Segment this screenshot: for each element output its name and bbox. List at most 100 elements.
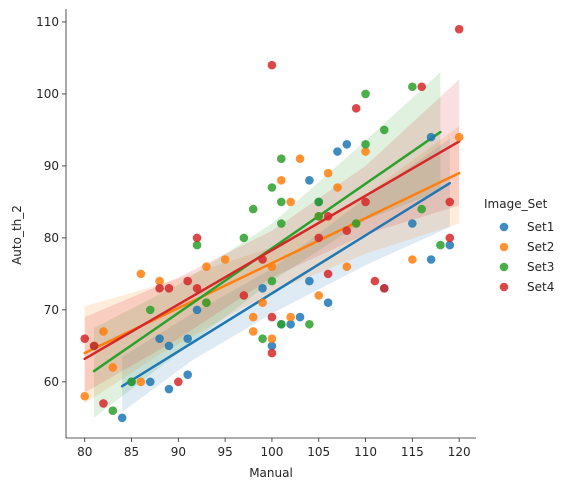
set3-data-point	[305, 319, 314, 329]
set1-confidence-band	[122, 138, 450, 413]
set4-data-point	[89, 341, 99, 351]
set1-data-point	[323, 298, 333, 307]
x-tick-label: 120	[448, 445, 471, 459]
y-tick-label: 90	[44, 159, 59, 173]
set2-data-point	[136, 269, 146, 279]
set1-data-point	[183, 370, 192, 379]
set4-data-point	[267, 60, 277, 70]
x-tick-label: 110	[354, 445, 377, 459]
y-tick-label: 110	[36, 15, 59, 29]
set1-data-point	[117, 413, 127, 423]
y-tick-label: 80	[44, 231, 59, 245]
set2-data-point	[248, 312, 258, 322]
set1-data-point	[192, 305, 202, 315]
set2-data-point	[108, 363, 118, 372]
set4-data-point	[164, 283, 174, 293]
set1-legend-label: Set1	[527, 220, 554, 234]
set2-legend-label: Set2	[527, 240, 554, 254]
set4-data-point	[342, 226, 352, 235]
axes: 80 85 90 95 100 105 110 115 120 60 70 80 90 100 110	[36, 9, 476, 459]
set2-data-point	[454, 132, 464, 142]
set1-data-point	[305, 276, 314, 286]
y-axis-label: Auto_th_2	[10, 205, 24, 265]
set4-data-point	[80, 334, 90, 343]
set4-data-point	[192, 283, 202, 293]
set2-data-point	[342, 262, 352, 271]
legend-title: Image_Set	[484, 197, 548, 211]
set2-data-point	[267, 262, 277, 271]
set3-data-point	[276, 197, 286, 207]
set2-data-point	[286, 312, 295, 322]
set4-regression-line	[83, 140, 461, 361]
set1-data-point	[333, 147, 342, 156]
set4-data-point	[174, 377, 183, 387]
set2-legend-marker	[499, 242, 509, 252]
set4-data-point	[155, 283, 164, 293]
set1-data-point	[305, 176, 314, 185]
set4-data-point	[267, 312, 277, 322]
set3-data-point	[351, 219, 361, 228]
set4-data-point	[314, 233, 324, 243]
set3-data-point	[267, 276, 277, 286]
set3-data-point	[202, 298, 211, 307]
set1-data-point	[267, 341, 277, 351]
x-tick-label: 85	[124, 445, 139, 459]
set4-legend-marker	[499, 282, 509, 292]
set3-data-point	[127, 377, 136, 387]
set3-data-point	[267, 183, 277, 192]
set1-data-point	[426, 255, 436, 264]
set2-data-point	[155, 276, 164, 286]
set3-data-point	[408, 82, 417, 92]
set4-data-point	[323, 212, 333, 221]
set1-data-point	[426, 132, 436, 142]
set3-data-point	[276, 154, 286, 164]
set3-data-point	[361, 89, 370, 99]
set2-data-point	[258, 298, 267, 307]
set3-data-point	[417, 204, 427, 214]
set2-data-point	[136, 377, 146, 387]
set4-data-point	[258, 255, 267, 264]
set2-data-point	[361, 147, 370, 156]
set3-data-point	[248, 204, 258, 214]
set4-data-point	[454, 24, 464, 34]
set2-data-point	[220, 255, 230, 264]
set2-data-point	[408, 255, 417, 264]
set1-data-point	[155, 334, 164, 343]
confidence-bands	[84, 72, 460, 418]
x-tick-label: 115	[401, 445, 424, 459]
set2-data-point	[80, 391, 90, 401]
set4-data-point	[379, 283, 389, 293]
set1-data-point	[408, 219, 417, 228]
x-tick-label: 105	[307, 445, 330, 459]
set2-data-point	[314, 291, 324, 300]
set4-data-point	[99, 399, 108, 408]
set2-data-point	[99, 327, 108, 336]
y-tick-label: 70	[44, 303, 59, 317]
set4-data-point	[417, 82, 427, 92]
x-axis-label: Manual	[249, 466, 293, 480]
set4-data-point	[192, 233, 202, 243]
x-tick-label: 80	[77, 445, 92, 459]
set1-data-point	[258, 283, 267, 293]
set1-data-point	[342, 140, 352, 149]
x-tick-label: 90	[171, 445, 186, 459]
set2-data-point	[333, 183, 342, 192]
set2-data-point	[267, 334, 277, 343]
set3-data-point	[108, 406, 118, 415]
y-tick-label: 100	[36, 87, 59, 101]
set1-legend-marker	[499, 222, 509, 232]
set3-legend-label: Set3	[527, 260, 554, 274]
set3-confidence-band	[94, 72, 441, 418]
set4-data-point	[183, 276, 192, 286]
set1-data-point	[183, 334, 192, 343]
set1-data-point	[164, 384, 174, 394]
set4-data-point	[361, 197, 370, 207]
set4-data-point	[267, 348, 277, 358]
set4-data-point	[323, 269, 333, 279]
set3-data-point	[379, 125, 389, 135]
set1-data-point	[295, 312, 305, 322]
set3-data-point	[314, 212, 324, 221]
x-tick-label: 95	[217, 445, 232, 459]
set3-data-point	[276, 319, 286, 329]
set3-data-point	[276, 219, 286, 228]
